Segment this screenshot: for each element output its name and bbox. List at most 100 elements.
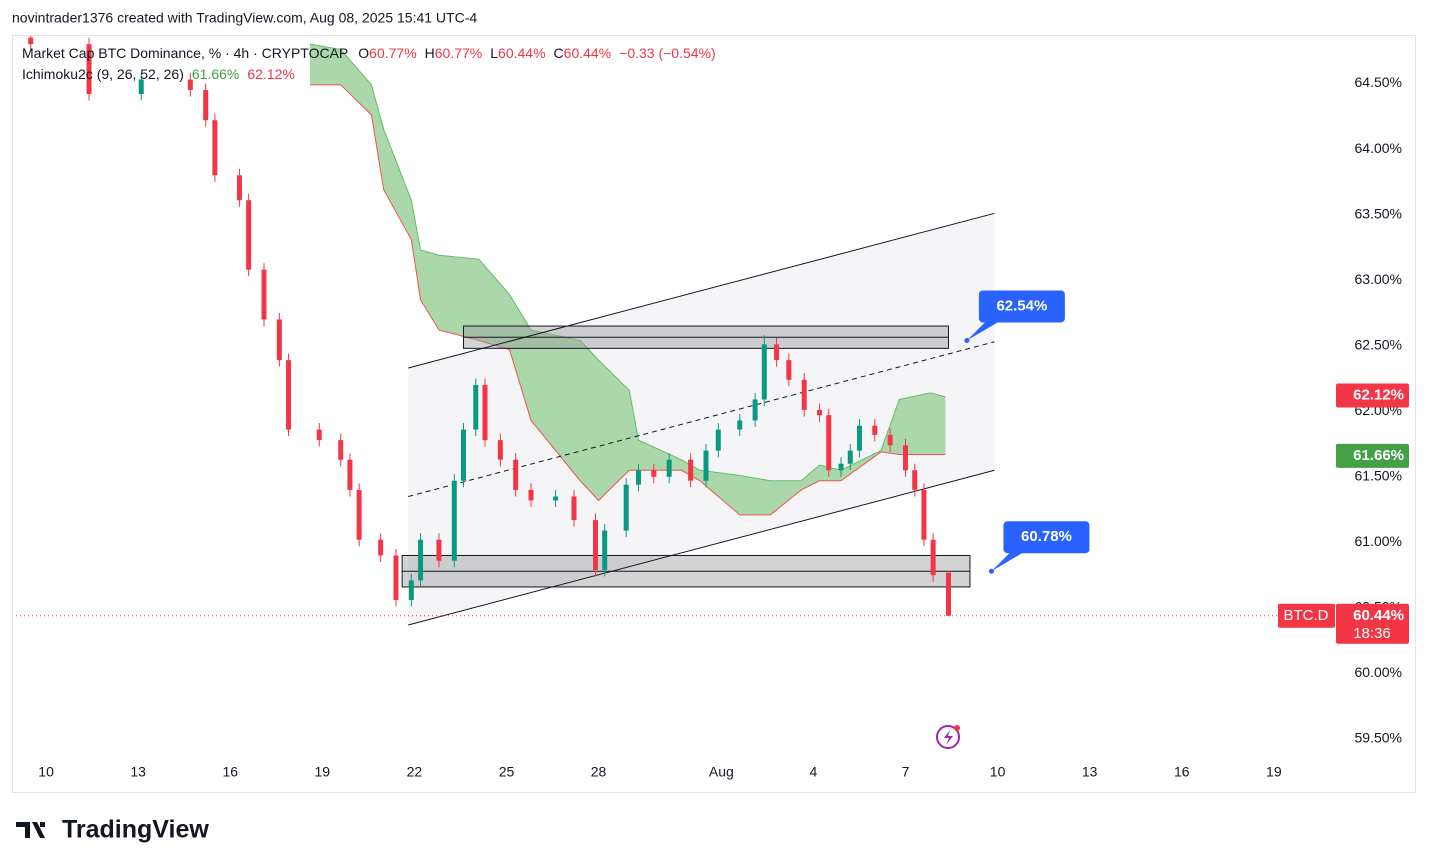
price-badge-label: 62.12% bbox=[1353, 387, 1404, 404]
legend-change: −0.33 (−0.54%) bbox=[619, 45, 716, 61]
last-price-label: 60.44% bbox=[1353, 607, 1404, 624]
candle-body bbox=[347, 459, 353, 490]
candle-body bbox=[316, 429, 322, 441]
candle-body bbox=[838, 463, 844, 471]
y-tick-label: 64.50% bbox=[1355, 74, 1402, 90]
candle-body bbox=[187, 79, 193, 91]
legend-value: 60.44% bbox=[564, 45, 611, 61]
channel-fill bbox=[408, 213, 995, 625]
header: novintrader1376 created with TradingView… bbox=[12, 10, 477, 26]
callout-label: 62.54% bbox=[996, 297, 1047, 314]
legend-key: L bbox=[490, 45, 498, 61]
symbol-badge bbox=[1278, 603, 1335, 628]
candle-body bbox=[461, 429, 467, 481]
candle-body bbox=[761, 344, 767, 400]
candle-body bbox=[847, 450, 853, 464]
countdown: 18:36 bbox=[1353, 625, 1391, 642]
candle-body bbox=[28, 37, 34, 45]
y-tick-label: 64.00% bbox=[1355, 140, 1402, 156]
alert-icon[interactable] bbox=[936, 725, 960, 749]
x-tick-label: 10 bbox=[38, 764, 54, 780]
legend-key: C bbox=[554, 45, 564, 61]
x-tick-label: 4 bbox=[810, 764, 818, 780]
callout-anchor bbox=[988, 568, 994, 574]
callout-pointer bbox=[991, 551, 1026, 572]
x-tick-label: Aug bbox=[709, 764, 734, 780]
channel-upper bbox=[408, 212, 995, 369]
callout-anchor bbox=[964, 337, 970, 343]
x-tick-label: 19 bbox=[315, 764, 331, 780]
legend-value: 60.77% bbox=[435, 45, 482, 61]
symbol-label: BTC.D bbox=[1284, 607, 1329, 624]
candle-body bbox=[513, 459, 519, 490]
candle-body bbox=[86, 44, 92, 94]
legend-value: 60.44% bbox=[498, 45, 545, 61]
indicator-value: 61.66% bbox=[192, 66, 239, 82]
alert-dot bbox=[954, 725, 960, 731]
legend-key: O bbox=[358, 45, 369, 61]
alert-bolt bbox=[944, 730, 953, 745]
x-tick-label: 16 bbox=[222, 764, 238, 780]
callout-box bbox=[1003, 521, 1090, 554]
candle-body bbox=[408, 580, 414, 601]
candle-body bbox=[553, 496, 559, 501]
candle-body bbox=[623, 484, 629, 531]
candle-body bbox=[752, 399, 758, 421]
candle-body bbox=[236, 175, 242, 201]
callout-label: 60.78% bbox=[1021, 528, 1072, 545]
y-tick-label: 61.00% bbox=[1355, 533, 1402, 549]
callout-pointer bbox=[966, 320, 1001, 341]
x-tick-label: 22 bbox=[407, 764, 423, 780]
candle-body bbox=[203, 90, 209, 121]
price-badge bbox=[1336, 443, 1409, 468]
indicator-name: Ichimoku2c (9, 26, 52, 26) bbox=[22, 66, 184, 82]
logo-mark bbox=[16, 822, 45, 838]
candle-body bbox=[393, 555, 399, 601]
candle-body bbox=[212, 120, 218, 176]
candle-body bbox=[887, 434, 893, 446]
candle-body bbox=[945, 572, 951, 616]
x-tick-label: 16 bbox=[1174, 764, 1190, 780]
price-badge-label: 61.66% bbox=[1353, 447, 1404, 464]
x-tick-label: 7 bbox=[902, 764, 910, 780]
x-tick-label: 13 bbox=[130, 764, 146, 780]
legend-value: 60.77% bbox=[369, 45, 416, 61]
candle-body bbox=[715, 429, 721, 451]
candle-body bbox=[378, 539, 384, 556]
indicator-value: 62.12% bbox=[247, 66, 294, 82]
legend-key: H bbox=[425, 45, 435, 61]
candle-body bbox=[436, 539, 442, 561]
candle-body bbox=[571, 496, 577, 521]
y-tick-label: 63.50% bbox=[1355, 205, 1402, 221]
candle-body bbox=[418, 539, 424, 581]
candle-body bbox=[451, 480, 457, 561]
y-tick-label: 60.00% bbox=[1355, 664, 1402, 680]
callout-box bbox=[978, 290, 1065, 323]
candle-body bbox=[246, 200, 252, 270]
legend-symbol: Market Cap BTC Dominance, % · 4h · CRYPT… bbox=[22, 45, 348, 61]
candle-body bbox=[774, 344, 780, 361]
y-tick-label: 63.00% bbox=[1355, 271, 1402, 287]
x-tick-label: 10 bbox=[990, 764, 1006, 780]
candle-body bbox=[786, 360, 792, 380]
last-price-badge bbox=[1336, 603, 1409, 644]
overlay: 59.50%60.00%60.50%61.00%61.50%62.00%62.5… bbox=[22, 45, 1409, 780]
ichimoku-cloud bbox=[310, 44, 946, 515]
candle-body bbox=[356, 489, 362, 540]
channel-mid bbox=[408, 341, 995, 497]
candle-body bbox=[602, 530, 608, 570]
candle-body bbox=[635, 470, 641, 485]
candle-body bbox=[856, 425, 862, 451]
candle-body bbox=[903, 445, 909, 471]
candle-body bbox=[286, 360, 292, 430]
candle-body bbox=[261, 269, 267, 320]
candle-body bbox=[666, 459, 672, 477]
candle-body bbox=[688, 459, 694, 481]
candle-body bbox=[737, 420, 743, 430]
candle-body bbox=[528, 489, 534, 501]
x-tick-label: 28 bbox=[591, 764, 607, 780]
candle-body bbox=[703, 450, 709, 481]
channel-lower bbox=[408, 469, 995, 626]
candle-body bbox=[592, 520, 598, 570]
